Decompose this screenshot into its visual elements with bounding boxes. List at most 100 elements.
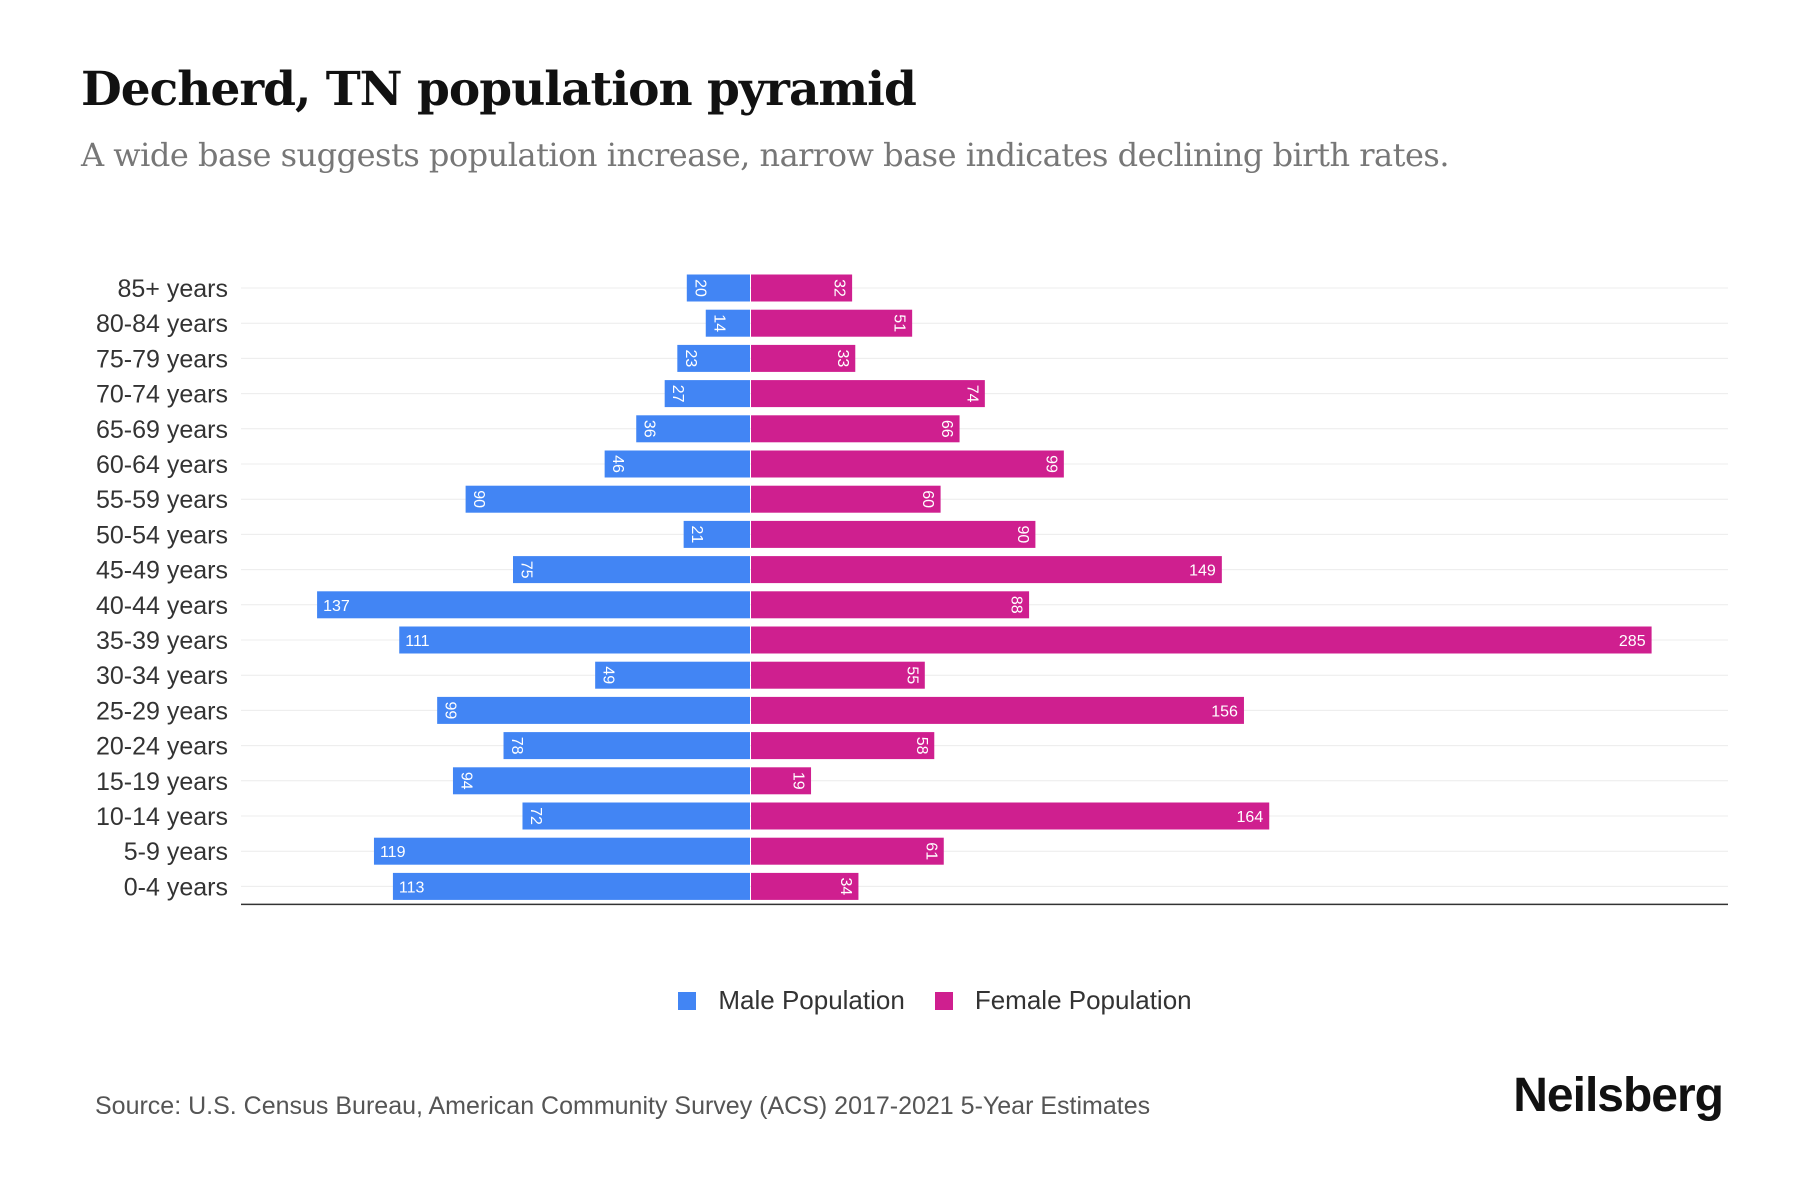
- female-value-label: 61: [922, 842, 939, 860]
- female-bar: [751, 415, 960, 443]
- female-value-label: 34: [837, 878, 854, 896]
- male-value-label: 90: [470, 490, 487, 508]
- legend-swatch-male: [678, 991, 697, 1010]
- male-value-label: 20: [691, 279, 708, 297]
- legend-label-male: Male Population: [718, 985, 905, 1015]
- female-value-label: 51: [891, 314, 908, 332]
- category-label: 20-24 years: [96, 733, 228, 761]
- female-bar: [751, 732, 935, 760]
- male-bar: [392, 872, 750, 900]
- category-label: 5-9 years: [124, 838, 228, 866]
- category-label: 10-14 years: [96, 803, 228, 831]
- chart-title: Decherd, TN population pyramid: [81, 62, 917, 117]
- male-value-label: 14: [710, 314, 727, 332]
- female-value-label: 74: [963, 385, 980, 403]
- male-value-label: 78: [508, 737, 525, 755]
- category-label: 70-74 years: [96, 381, 228, 409]
- male-value-label: 72: [527, 807, 544, 825]
- female-bar: [751, 520, 1036, 548]
- male-bar: [705, 309, 750, 337]
- female-value-label: 99: [1042, 455, 1059, 473]
- neilsberg-logo: Neilsberg: [1513, 1069, 1724, 1122]
- male-bar: [373, 837, 750, 865]
- male-bar: [595, 661, 750, 689]
- male-value-label: 36: [641, 420, 658, 438]
- male-value-label: 119: [380, 844, 406, 861]
- female-value-label: 164: [1237, 809, 1264, 826]
- category-label: 45-49 years: [96, 557, 228, 585]
- female-bar: [751, 309, 913, 337]
- female-bar: [751, 872, 859, 900]
- female-bar: [751, 591, 1030, 619]
- male-bar: [399, 626, 750, 654]
- male-bar: [683, 520, 750, 548]
- legend-item-female[interactable]: Female Population: [934, 985, 1192, 1016]
- source-note: Source: U.S. Census Bureau, American Com…: [95, 1092, 1151, 1120]
- male-value-label: 75: [518, 561, 535, 579]
- male-bar: [452, 767, 750, 795]
- category-label: 55-59 years: [96, 486, 228, 514]
- male-value-label: 49: [600, 666, 617, 684]
- male-bar: [686, 274, 750, 302]
- female-bar: [751, 556, 1222, 584]
- female-bar: [751, 450, 1064, 478]
- female-value-label: 90: [1014, 526, 1031, 544]
- male-value-label: 137: [323, 598, 350, 615]
- female-bar: [751, 802, 1270, 830]
- category-label: 50-54 years: [96, 521, 228, 549]
- female-bar: [751, 661, 925, 689]
- male-bar: [465, 485, 750, 513]
- category-label: 30-34 years: [96, 662, 228, 690]
- female-bar: [751, 696, 1244, 724]
- male-bar: [503, 732, 750, 760]
- male-bar: [513, 556, 750, 584]
- category-label: 65-69 years: [96, 416, 228, 444]
- male-value-label: 99: [442, 702, 459, 720]
- category-label: 40-44 years: [96, 592, 228, 620]
- female-bar: [751, 274, 853, 302]
- legend: Male Population Female Population: [0, 985, 1800, 1016]
- male-value-label: 113: [399, 879, 425, 896]
- legend-swatch-female: [934, 991, 953, 1010]
- female-value-label: 149: [1189, 563, 1216, 580]
- female-bar: [751, 344, 856, 372]
- category-label: 0-4 years: [124, 873, 228, 901]
- female-bar: [751, 837, 944, 865]
- category-label: 80-84 years: [96, 310, 228, 338]
- female-value-label: 33: [834, 350, 851, 368]
- female-value-label: 156: [1211, 703, 1238, 720]
- male-bar: [636, 415, 750, 443]
- male-bar: [664, 380, 750, 408]
- female-value-label: 285: [1619, 633, 1646, 650]
- male-value-label: 27: [669, 385, 686, 403]
- female-value-label: 32: [831, 279, 848, 297]
- male-value-label: 111: [405, 633, 429, 650]
- male-bar: [604, 450, 750, 478]
- female-value-label: 60: [919, 490, 936, 508]
- male-value-label: 23: [682, 350, 699, 368]
- female-bar: [751, 767, 812, 795]
- male-value-label: 94: [457, 772, 474, 790]
- female-bar: [751, 380, 985, 408]
- male-bar: [437, 696, 750, 724]
- male-value-label: 21: [688, 526, 705, 544]
- chart-subtitle: A wide base suggests population increase…: [81, 136, 1449, 174]
- male-value-label: 46: [609, 455, 626, 473]
- legend-label-female: Female Population: [974, 985, 1192, 1015]
- female-value-label: 55: [903, 666, 920, 684]
- population-pyramid-chart: 85+ years 20 32 80-84 years 14 51 75-79 years 2…: [96, 274, 1728, 906]
- category-label: 85+ years: [118, 275, 229, 303]
- female-bar: [751, 626, 1652, 654]
- male-bar: [522, 802, 750, 830]
- category-label: 35-39 years: [96, 627, 228, 655]
- female-value-label: 58: [913, 737, 930, 755]
- female-value-label: 19: [790, 772, 807, 790]
- male-bar: [677, 344, 750, 372]
- category-label: 15-19 years: [96, 768, 228, 796]
- category-label: 75-79 years: [96, 345, 228, 373]
- female-bar: [751, 485, 941, 513]
- legend-item-male[interactable]: Male Population: [678, 985, 905, 1016]
- male-bar: [317, 591, 750, 619]
- category-label: 25-29 years: [96, 697, 228, 725]
- female-value-label: 88: [1008, 596, 1025, 614]
